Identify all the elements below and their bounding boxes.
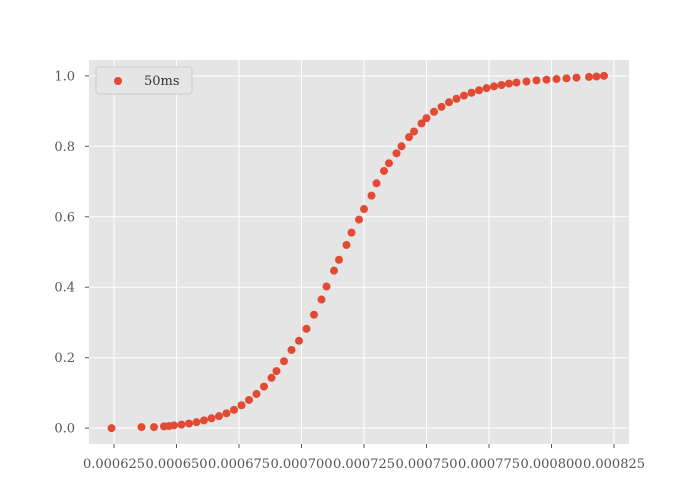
data-point (150, 423, 158, 432)
data-point (497, 81, 506, 90)
x-tick-label: 0.000675 (208, 457, 270, 472)
y-axis-ticks: 0.0 0.2 0.4 0.6 0.8 1.0 (54, 69, 89, 437)
data-point (360, 205, 368, 214)
data-point (107, 424, 116, 433)
data-point (317, 295, 326, 304)
data-point (380, 166, 388, 175)
x-gridlines (113, 60, 615, 444)
x-tick-label: 0.000650 (145, 457, 207, 472)
data-point (522, 77, 531, 86)
data-point (342, 240, 351, 249)
y-tick-label: 0.8 (54, 140, 75, 155)
y-tick-label: 0.4 (54, 281, 75, 296)
data-point (185, 419, 193, 428)
data-point (572, 73, 581, 82)
data-point (302, 324, 311, 333)
plot-area (89, 60, 629, 444)
data-point (405, 133, 413, 142)
data-point (367, 191, 376, 200)
data-point (335, 255, 343, 264)
data-point (600, 71, 608, 80)
data-point (230, 405, 238, 414)
y-tick-label: 0.2 (54, 351, 75, 366)
data-point (422, 114, 431, 123)
x-axis-ticks: 0.000625 0.000650 0.000675 0.000700 0.000725… (83, 444, 645, 472)
x-tick-label: 0.000775 (458, 457, 520, 472)
data-point (322, 282, 331, 291)
y-tick-label: 0.6 (54, 210, 75, 225)
data-point (397, 142, 406, 151)
y-tick-label: 0.0 (54, 422, 75, 437)
data-point (512, 78, 521, 87)
data-point (592, 72, 601, 81)
data-point (310, 310, 318, 319)
data-point (460, 91, 468, 100)
data-point (490, 82, 498, 91)
data-point (267, 373, 276, 382)
x-tick-label: 0.000625 (83, 457, 145, 472)
data-point (222, 409, 231, 418)
data-point (372, 179, 381, 188)
x-tick-label: 0.000750 (395, 457, 457, 472)
data-point (385, 159, 393, 168)
data-point (260, 382, 268, 391)
data-point (392, 149, 401, 158)
data-point (532, 76, 541, 85)
x-tick-label: 0.000725 (333, 457, 395, 472)
data-point (330, 266, 338, 275)
data-point (417, 119, 426, 128)
data-point (272, 367, 281, 376)
x-tick-label: 0.000825 (583, 457, 645, 472)
legend-label: 50ms (144, 74, 180, 89)
data-point (207, 414, 216, 423)
data-point (467, 88, 476, 97)
data-point (355, 215, 363, 224)
data-point (410, 127, 418, 136)
data-point (192, 418, 201, 427)
data-point (177, 420, 186, 429)
data-point (215, 412, 223, 421)
data-point (482, 84, 491, 93)
data-point (430, 107, 438, 116)
data-point (287, 345, 296, 354)
data-point (445, 98, 453, 107)
y-tick-label: 1.0 (54, 69, 75, 84)
data-point (562, 74, 571, 83)
data-point (542, 75, 551, 84)
data-point (252, 389, 261, 398)
data-point (295, 336, 303, 345)
data-point (280, 357, 288, 366)
legend: 50ms (95, 66, 193, 95)
data-points (107, 71, 608, 433)
data-point (452, 94, 461, 103)
data-point (245, 395, 253, 404)
x-tick-label: 0.000800 (520, 457, 582, 472)
data-point (437, 102, 446, 111)
data-point (475, 86, 483, 95)
legend-marker (114, 77, 122, 85)
data-point (585, 72, 593, 81)
data-point (347, 228, 356, 237)
data-point (137, 423, 146, 432)
data-point (200, 416, 208, 425)
legend-box (95, 66, 193, 95)
data-point (170, 421, 178, 430)
data-point (505, 79, 513, 88)
data-point (552, 75, 561, 84)
data-point (237, 401, 246, 410)
x-tick-label: 0.000700 (270, 457, 332, 472)
